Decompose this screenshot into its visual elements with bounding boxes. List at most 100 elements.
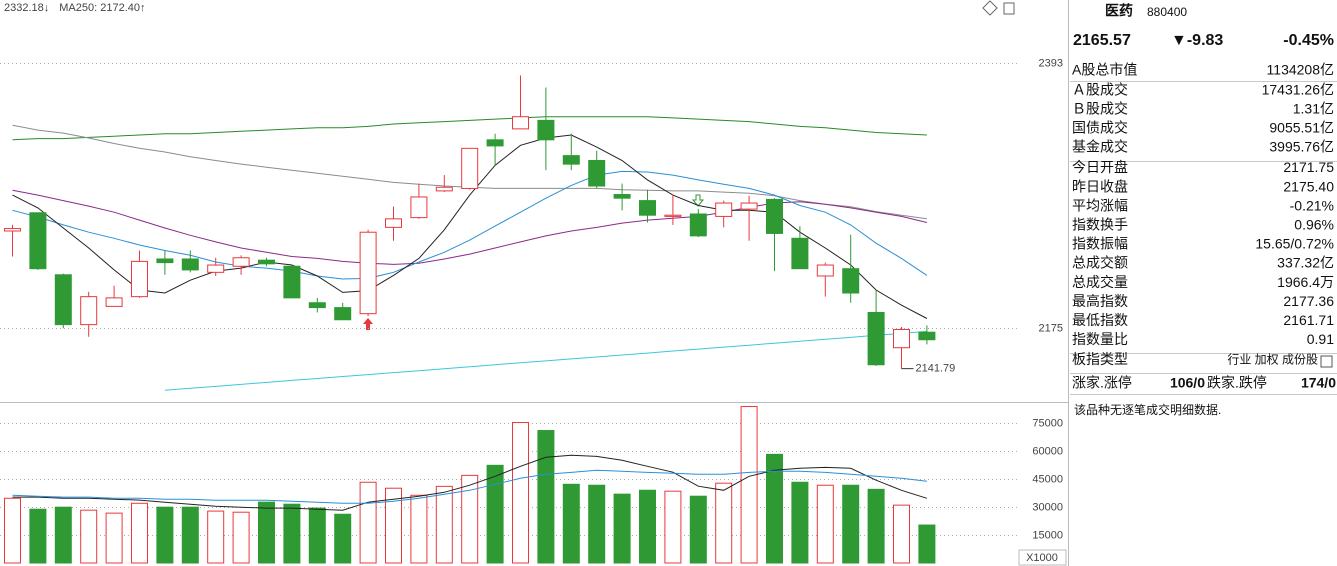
row-label: A股总市值 <box>1072 62 1137 78</box>
candle-body <box>918 331 936 341</box>
unit-label: X1000 <box>1026 552 1058 564</box>
candle-body <box>461 147 479 189</box>
row-value: 15.65/0.72% <box>1255 236 1334 252</box>
annotation: 2141.79 <box>916 363 956 375</box>
candle-body <box>639 200 656 216</box>
candle-body <box>29 212 47 270</box>
volume-bar <box>512 422 529 564</box>
row-label: 指数换手 <box>1072 217 1128 233</box>
candle-body <box>181 258 199 271</box>
candle-body <box>359 231 377 315</box>
volume-bar <box>80 509 98 564</box>
ma-line <box>12 116 927 141</box>
candle-body <box>791 237 809 270</box>
price: 2165.57 <box>1073 32 1131 49</box>
row-label: 总成交额 <box>1072 255 1128 271</box>
candle-body <box>283 265 301 299</box>
row-label: 指数量比 <box>1072 331 1128 347</box>
window-icon[interactable] <box>1003 2 1015 15</box>
candle-body <box>715 202 733 217</box>
volume-bar <box>740 406 758 564</box>
volume-bar <box>689 495 707 564</box>
row-value: 2171.75 <box>1283 159 1334 175</box>
volume-bar <box>842 484 860 564</box>
volume-bar <box>766 453 783 564</box>
down-label: 跌家.跌停 <box>1207 375 1267 391</box>
volume-bar <box>588 484 606 564</box>
volume-bar <box>715 482 733 564</box>
candle-body <box>232 257 250 267</box>
candle-body <box>105 297 123 307</box>
volume-bar <box>486 464 504 564</box>
volume-bar <box>334 513 352 564</box>
unit-box <box>1018 549 1067 566</box>
row-value: 337.32亿 <box>1277 255 1334 271</box>
legend-label: MA250: 2172.40↑ <box>59 2 145 14</box>
row-label: 总成交量 <box>1072 274 1128 290</box>
buy-arrow <box>363 318 373 330</box>
y-tick-label: 75000 <box>1032 417 1063 429</box>
volume-bar <box>410 494 428 564</box>
index-name: 医药 <box>1105 3 1133 19</box>
row-value: -0.21% <box>1290 197 1334 213</box>
volume-bar <box>791 481 809 564</box>
volume-bar <box>359 481 377 564</box>
volume-bar <box>537 430 555 564</box>
candle-body <box>156 258 174 264</box>
y-tick-label: 2175 <box>1039 322 1063 334</box>
note: 该品种无逐笔成交明细数据. <box>1074 402 1221 417</box>
row-value: 17431.26亿 <box>1262 81 1334 97</box>
candle-body <box>588 159 606 187</box>
volume-bar <box>181 506 199 564</box>
row-value: 1134208亿 <box>1267 62 1334 78</box>
candle-body <box>334 307 352 321</box>
row-label: 最高指数 <box>1072 293 1128 309</box>
y-tick-label: 60000 <box>1032 445 1063 457</box>
legend-label: 2332.18↓ <box>4 2 49 14</box>
volume-bar <box>308 507 326 564</box>
row-label: 平均涨幅 <box>1072 197 1128 213</box>
volume-bar <box>867 488 885 564</box>
row-label: 板指类型 <box>1072 351 1128 367</box>
ma-line <box>12 469 927 504</box>
volume-bar <box>435 485 453 564</box>
volume-bar <box>54 506 72 564</box>
volume-bar <box>29 508 47 564</box>
volume-bar <box>156 506 174 564</box>
row-value: 2161.71 <box>1283 312 1334 328</box>
volume-bar <box>283 503 301 564</box>
candle-body <box>766 198 783 234</box>
diamond-icon[interactable] <box>982 0 998 16</box>
row-label: 昨日收盘 <box>1072 178 1128 194</box>
row-value: 2175.40 <box>1283 178 1334 194</box>
y-tick-label: 30000 <box>1032 501 1063 513</box>
volume-bar <box>562 483 580 564</box>
candle-body <box>385 218 402 228</box>
row-label: Ｂ股成交 <box>1072 100 1128 116</box>
candle-body <box>816 264 834 277</box>
candle-body <box>80 296 98 326</box>
up-label: 涨家.涨停 <box>1072 375 1132 391</box>
row-label: 今日开盘 <box>1072 159 1128 175</box>
type-icon[interactable] <box>1320 355 1333 368</box>
candle-body <box>435 186 453 192</box>
volume-bar <box>258 501 275 564</box>
volume-bar <box>664 490 682 564</box>
row-value: 9055.51亿 <box>1269 120 1334 136</box>
row-value: 1.31亿 <box>1293 100 1334 116</box>
candle-body <box>562 155 580 165</box>
volume-bar <box>385 487 402 564</box>
candle-body <box>537 119 555 141</box>
candle-body <box>207 264 225 273</box>
candle-body <box>486 139 504 147</box>
candle-body <box>867 311 885 366</box>
volume-bar <box>207 510 225 564</box>
candle-body <box>4 228 21 232</box>
row-label: 国债成交 <box>1072 120 1128 136</box>
change: ▼-9.83 <box>1171 32 1223 49</box>
volume-bar <box>105 512 123 564</box>
candle-body <box>512 116 529 130</box>
candle-body <box>893 328 910 349</box>
